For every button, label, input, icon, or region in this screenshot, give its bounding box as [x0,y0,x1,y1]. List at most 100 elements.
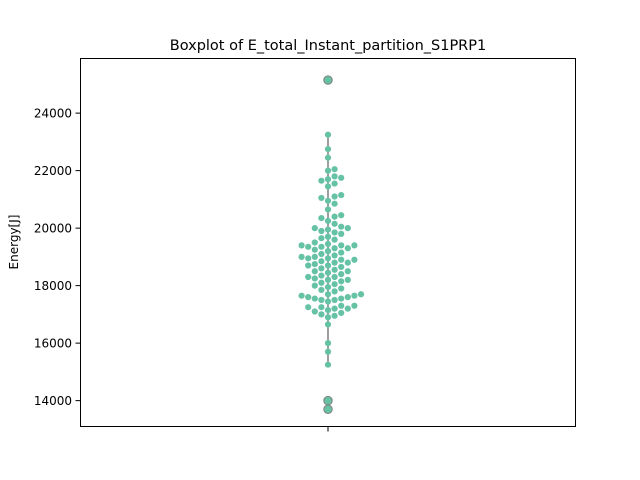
data-point [344,276,351,283]
data-point [311,260,318,268]
data-point [324,306,332,314]
data-point [324,167,332,174]
data-point [338,223,345,230]
data-point [324,131,332,138]
data-point [318,272,325,279]
data-point [331,193,338,200]
plot-area [298,75,365,414]
data-point [344,245,351,252]
data-point [324,298,332,305]
data-point [338,309,345,317]
data-point [324,255,332,262]
y-tick-label: 16000 [34,337,72,351]
data-point [318,296,325,304]
data-point [311,246,318,253]
data-point [305,243,312,250]
data-point [311,239,318,246]
data-point [338,191,345,199]
data-point [324,269,332,276]
data-point [338,212,345,219]
outlier-point [323,404,333,414]
data-point [338,263,345,271]
data-point [331,266,338,273]
data-point [305,255,312,262]
data-point [344,268,351,275]
data-point [338,249,345,256]
data-point [331,173,338,180]
data-point [324,183,332,190]
data-point [311,295,318,302]
data-point [324,361,332,368]
data-point [324,321,332,328]
data-point [331,200,338,207]
data-point [324,226,332,233]
data-point [331,166,338,173]
data-point [331,305,338,312]
data-point [331,213,338,220]
data-point [324,314,332,321]
data-point [351,302,358,309]
data-point [318,279,325,286]
data-point [324,176,332,183]
data-point [331,259,338,266]
data-point [331,236,338,243]
data-point [331,296,338,304]
data-point [344,294,351,301]
data-point [318,235,325,242]
data-point [338,285,345,292]
data-point [338,302,345,309]
y-tick-label: 24000 [34,107,72,121]
data-point [338,242,345,249]
data-point [338,278,345,285]
data-point [338,295,345,302]
data-point [338,271,345,278]
data-point [331,220,338,227]
outlier-point [323,395,333,406]
data-point [318,258,325,265]
data-point [311,308,318,315]
y-axis-label: Energy[J] [7,215,21,270]
data-point [298,253,305,260]
data-point [338,230,345,237]
data-point [331,312,338,319]
data-point [318,227,325,235]
data-point [324,283,332,291]
data-point [305,294,312,301]
data-point [318,250,325,258]
data-point [324,340,332,347]
data-point [324,248,332,255]
data-point [324,145,332,153]
data-point [324,154,332,161]
data-point [344,305,351,312]
data-point [331,273,338,281]
data-point [324,233,332,240]
data-point [331,180,338,187]
data-point [318,243,325,250]
data-point [324,291,332,298]
y-tick-label: 14000 [34,394,72,408]
data-point [318,304,325,311]
y-axis: 14000 16000 18000 20000 22000 24000 [34,107,81,408]
data-point [351,256,358,263]
data-point [318,177,325,184]
data-point [311,275,318,282]
data-point [318,286,325,294]
data-point [338,256,345,263]
data-point [331,229,338,236]
data-point [311,282,318,289]
data-point [311,253,318,260]
data-point [351,292,358,299]
y-tick-label: 22000 [34,164,72,178]
data-point [351,242,358,249]
data-point [344,225,351,232]
data-point [311,225,318,232]
data-point [324,197,332,204]
data-point [357,291,365,298]
data-point [338,174,345,181]
data-point [331,252,338,259]
data-point [324,348,332,355]
data-point [318,214,325,222]
y-tick-label: 20000 [34,222,72,236]
data-point [344,259,351,266]
